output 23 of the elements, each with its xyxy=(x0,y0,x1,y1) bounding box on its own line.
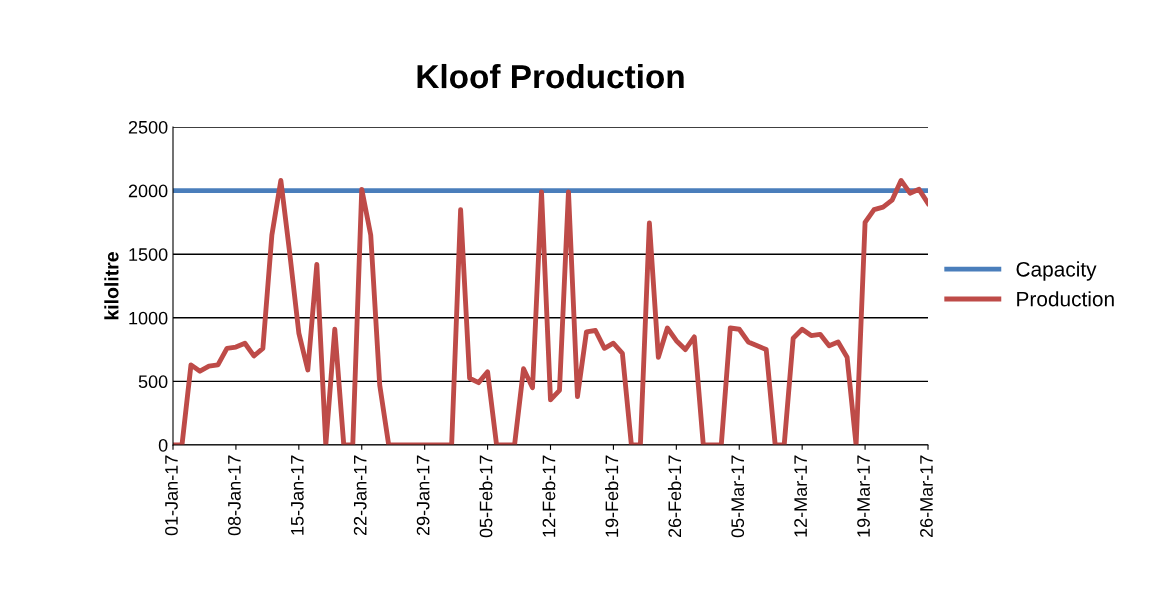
x-tick-label: 26-Mar-17 xyxy=(920,455,933,538)
x-tick-label: 12-Feb-17 xyxy=(542,455,556,537)
chart-title: Kloof Production xyxy=(417,63,684,89)
y-tick-label: 0 xyxy=(158,438,168,452)
x-tick-label: 29-Jan-17 xyxy=(416,455,430,536)
y-tick-label: 2500 xyxy=(128,120,168,134)
x-tick-label: 12-Mar-17 xyxy=(794,455,808,537)
x-tick-label: 08-Jan-17 xyxy=(227,455,241,536)
y-tick-label: 1000 xyxy=(129,311,168,325)
legend-label: Production xyxy=(1017,291,1114,307)
x-tick-label: 19-Feb-17 xyxy=(605,455,619,537)
y-tick-label: 2000 xyxy=(128,184,168,198)
x-tick-label: 05-Feb-17 xyxy=(479,455,493,538)
x-tick-label: 15-Jan-17 xyxy=(291,455,304,535)
x-tick-label: 05-Mar-17 xyxy=(731,455,745,538)
x-tick-label: 22-Jan-17 xyxy=(353,455,367,536)
y-axis-title: kilolitre xyxy=(104,252,119,320)
y-tick-label: 500 xyxy=(138,375,168,389)
legend-label: Capacity xyxy=(1016,261,1097,281)
x-tick-label: 26-Feb-17 xyxy=(667,455,682,538)
x-tick-label: 19-Mar-17 xyxy=(857,455,870,537)
y-tick-label: 1500 xyxy=(129,248,168,261)
x-tick-label: 01-Jan-17 xyxy=(165,455,178,536)
